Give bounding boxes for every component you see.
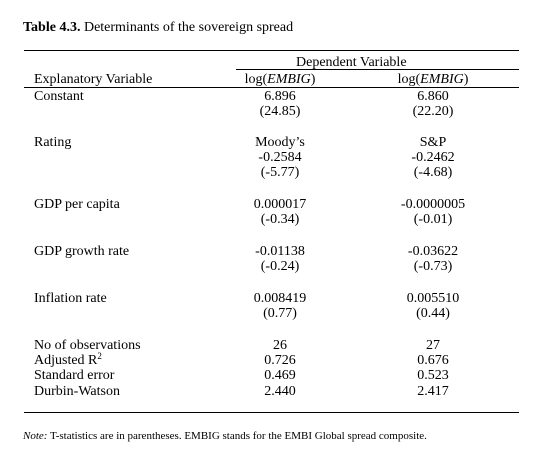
table-note: Note: T-statistics are in parentheses. E… xyxy=(23,430,427,442)
cell-observations-2: 27 xyxy=(426,338,440,353)
tstat-constant-2: (22.20) xyxy=(412,104,454,119)
top-rule xyxy=(24,50,519,51)
table-title: Table 4.3. Determinants of the sovereign… xyxy=(23,20,293,36)
tstat-constant-1: (24.85) xyxy=(259,104,301,119)
cell-adjusted-r2-1: 0.726 xyxy=(264,353,296,368)
cell-standard-error-1: 0.469 xyxy=(264,368,296,383)
table-number: Table 4.3. xyxy=(23,20,81,35)
row-label-constant: Constant xyxy=(34,89,84,104)
tstat-rating-1: (-5.77) xyxy=(260,165,300,180)
cell-gdp-per-capita-1: 0.000017 xyxy=(253,197,307,212)
cell-durbin-watson-2: 2.417 xyxy=(417,384,449,399)
note-label: Note: xyxy=(23,430,48,442)
tstat-gdp-growth-2: (-0.73) xyxy=(413,259,453,274)
dependent-variable-header: Dependent Variable xyxy=(296,55,407,70)
cell-constant-2: 6.860 xyxy=(417,89,449,104)
tstat-gdp-per-capita-2: (-0.01) xyxy=(413,212,453,227)
tstat-inflation-1: (0.77) xyxy=(263,306,297,321)
explanatory-variable-header: Explanatory Variable xyxy=(34,72,153,87)
cell-durbin-watson-1: 2.440 xyxy=(264,384,296,399)
rating-source-2: S&P xyxy=(419,135,447,150)
table-caption: Determinants of the sovereign spread xyxy=(83,20,294,35)
cell-gdp-per-capita-2: -0.0000005 xyxy=(400,197,466,212)
row-label-durbin-watson: Durbin-Watson xyxy=(34,384,120,399)
spanner-rule xyxy=(236,69,519,70)
tstat-inflation-2: (0.44) xyxy=(416,306,450,321)
cell-rating-2: -0.2462 xyxy=(411,150,455,165)
cell-inflation-2: 0.005510 xyxy=(406,291,460,306)
tstat-gdp-growth-1: (-0.24) xyxy=(260,259,300,274)
row-label-adjusted-r2: Adjusted R2 xyxy=(34,351,102,369)
bottom-rule xyxy=(24,412,519,413)
rating-source-1: Moody’s xyxy=(255,135,305,150)
cell-adjusted-r2-2: 0.676 xyxy=(417,353,449,368)
cell-standard-error-2: 0.523 xyxy=(417,368,449,383)
cell-gdp-growth-1: -0.01138 xyxy=(255,244,305,259)
row-label-observations: No of observations xyxy=(34,338,141,353)
row-label-inflation-rate: Inflation rate xyxy=(34,291,107,306)
tstat-rating-2: (-4.68) xyxy=(413,165,453,180)
cell-gdp-growth-2: -0.03622 xyxy=(407,244,459,259)
note-text: T-statistics are in parentheses. EMBIG s… xyxy=(50,430,427,442)
cell-rating-1: -0.2584 xyxy=(258,150,302,165)
cell-constant-1: 6.896 xyxy=(264,89,296,104)
row-label-gdp-growth-rate: GDP growth rate xyxy=(34,244,130,259)
row-label-gdp-per-capita: GDP per capita xyxy=(34,197,120,212)
header-rule xyxy=(24,87,519,88)
column-header-1: log(EMBIG) xyxy=(244,72,316,87)
cell-inflation-1: 0.008419 xyxy=(253,291,307,306)
tstat-gdp-per-capita-1: (-0.34) xyxy=(260,212,300,227)
row-label-standard-error: Standard error xyxy=(34,368,115,383)
cell-observations-1: 26 xyxy=(273,338,287,353)
row-label-rating: Rating xyxy=(34,135,72,150)
column-header-2: log(EMBIG) xyxy=(397,72,469,87)
